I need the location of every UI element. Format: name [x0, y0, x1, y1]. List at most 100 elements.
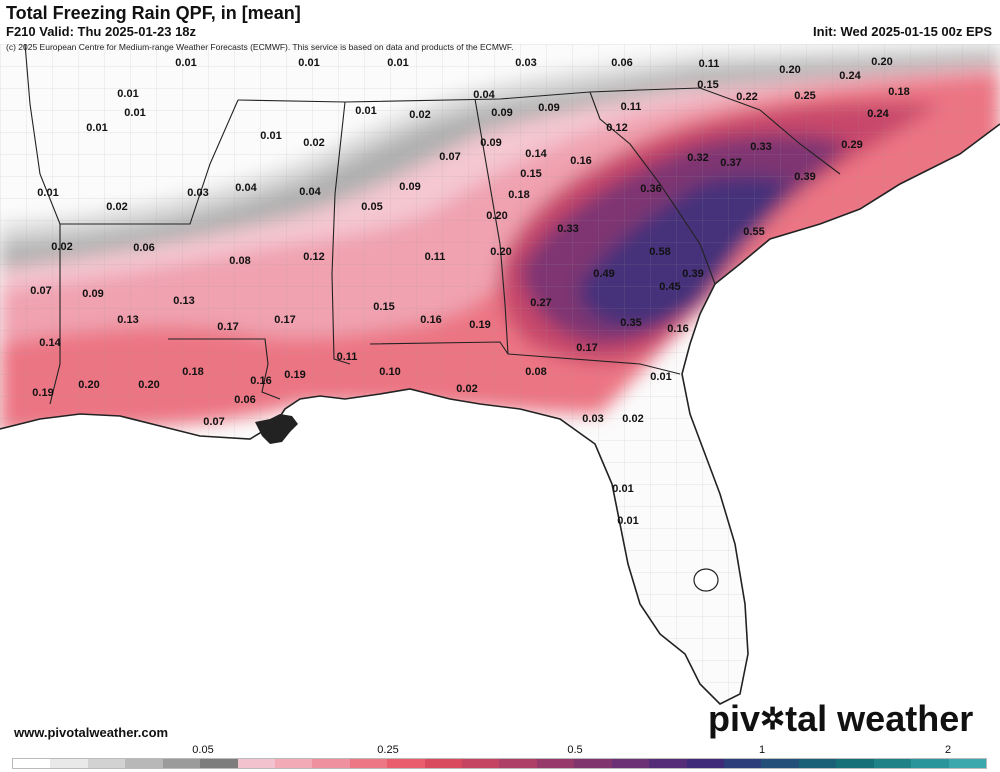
qpf-value-label: 0.19 [32, 387, 53, 399]
qpf-value-label: 0.19 [284, 369, 305, 381]
qpf-value-label: 0.06 [611, 57, 632, 69]
qpf-value-label: 0.08 [525, 366, 546, 378]
logo-text-start: piv [708, 698, 761, 739]
qpf-value-label: 0.14 [525, 148, 547, 160]
qpf-value-label: 0.24 [839, 70, 861, 82]
qpf-value-label: 0.36 [640, 183, 661, 195]
qpf-value-label: 0.07 [439, 151, 460, 163]
qpf-value-label: 0.01 [355, 105, 376, 117]
qpf-value-label: 0.20 [490, 246, 511, 258]
qpf-value-label: 0.32 [687, 152, 708, 164]
scale-tick: 1 [758, 744, 766, 756]
qpf-value-label: 0.11 [425, 251, 446, 263]
qpf-value-label: 0.55 [743, 226, 764, 238]
qpf-value-label: 0.12 [303, 251, 324, 263]
qpf-value-label: 0.11 [337, 351, 358, 363]
qpf-value-label: 0.03 [187, 187, 208, 199]
gear-icon: ✲ [760, 703, 786, 736]
qpf-value-label: 0.04 [473, 89, 495, 101]
qpf-value-label: 0.07 [203, 416, 224, 428]
scale-swatch [125, 759, 163, 768]
qpf-value-label: 0.24 [867, 108, 889, 120]
scale-tick: 0.25 [377, 744, 399, 756]
qpf-value-label: 0.25 [794, 90, 815, 102]
qpf-value-label: 0.14 [39, 337, 61, 349]
scale-swatch [274, 759, 313, 768]
qpf-value-label: 0.08 [229, 255, 250, 267]
lake-okeechobee [693, 568, 719, 592]
ecmwf-credit: (c) 2025 European Centre for Medium-rang… [6, 42, 514, 52]
qpf-value-label: 0.03 [515, 57, 536, 69]
qpf-value-label: 0.02 [303, 137, 324, 149]
qpf-value-label: 0.09 [399, 181, 420, 193]
scale-swatch [349, 759, 388, 768]
scale-bar [12, 758, 987, 769]
qpf-value-label: 0.02 [409, 109, 430, 121]
qpf-value-label: 0.35 [620, 317, 641, 329]
scale-swatch [686, 759, 725, 768]
qpf-value-label: 0.27 [530, 297, 551, 309]
qpf-value-label: 0.06 [234, 394, 255, 406]
qpf-value-label: 0.39 [794, 171, 815, 183]
scale-swatch [911, 759, 949, 768]
qpf-value-label: 0.03 [582, 413, 603, 425]
qpf-value-label: 0.33 [557, 223, 578, 235]
scale-swatch [13, 759, 51, 768]
river-delta [255, 414, 298, 444]
qpf-value-label: 0.01 [86, 122, 107, 134]
valid-time: F210 Valid: Thu 2025-01-23 18z [6, 24, 197, 39]
map-canvas: 0.01 0.01 0.01 0.03 0.06 0.11 0.20 0.24 0.20 0.01… [0, 44, 1000, 744]
qpf-value-label: 0.07 [30, 285, 51, 297]
website-url: www.pivotalweather.com [14, 725, 169, 740]
scale-swatch [462, 759, 500, 768]
qpf-value-label: 0.17 [274, 314, 295, 326]
qpf-value-label: 0.16 [250, 375, 271, 387]
scale-swatch [836, 759, 874, 768]
qpf-value-label: 0.09 [538, 102, 559, 114]
qpf-value-label: 0.20 [138, 379, 159, 391]
qpf-value-label: 0.01 [117, 88, 138, 100]
qpf-value-label: 0.02 [456, 383, 477, 395]
map-header: Total Freezing Rain QPF, in [mean] F210 … [0, 0, 1000, 44]
qpf-value-label: 0.02 [622, 413, 643, 425]
scale-swatch [87, 759, 126, 768]
qpf-value-label: 0.22 [736, 91, 757, 103]
qpf-value-label: 0.58 [649, 246, 670, 258]
qpf-value-label: 0.09 [82, 288, 103, 300]
scale-swatch [499, 759, 537, 768]
qpf-value-label: 0.20 [486, 210, 507, 222]
scale-swatch [237, 759, 275, 768]
qpf-value-label: 0.09 [480, 137, 501, 149]
qpf-value-label: 0.01 [387, 57, 408, 69]
qpf-value-label: 0.39 [682, 268, 703, 280]
qpf-value-label: 0.01 [298, 57, 319, 69]
scale-swatch [798, 759, 837, 768]
qpf-value-label: 0.01 [175, 57, 196, 69]
qpf-value-label: 0.01 [617, 515, 638, 527]
qpf-value-label: 0.20 [779, 64, 800, 76]
scale-swatch [649, 759, 687, 768]
qpf-value-label: 0.12 [606, 122, 627, 134]
qpf-value-label: 0.01 [124, 107, 145, 119]
map-title: Total Freezing Rain QPF, in [mean] [6, 3, 301, 23]
qpf-value-label: 0.15 [373, 301, 394, 313]
qpf-value-label: 0.17 [217, 321, 238, 333]
qpf-value-label: 0.09 [491, 107, 512, 119]
scale-tick: 0.05 [192, 744, 214, 756]
qpf-value-label: 0.16 [570, 155, 591, 167]
logo-text-end: tal weather [785, 698, 974, 739]
qpf-value-label: 0.01 [37, 187, 58, 199]
scale-swatch [312, 759, 350, 768]
qpf-value-label: 0.05 [361, 201, 382, 213]
scale-tick: 2 [944, 744, 952, 756]
scale-swatch [536, 759, 575, 768]
scale-swatch [761, 759, 799, 768]
qpf-value-label: 0.02 [106, 201, 127, 213]
qpf-value-label: 0.37 [720, 157, 741, 169]
qpf-value-label: 0.15 [697, 79, 718, 91]
qpf-value-label: 0.18 [182, 366, 203, 378]
qpf-value-label: 0.15 [520, 168, 541, 180]
qpf-value-label: 0.19 [469, 319, 490, 331]
qpf-value-label: 0.06 [133, 242, 154, 254]
scale-swatch [948, 759, 986, 768]
